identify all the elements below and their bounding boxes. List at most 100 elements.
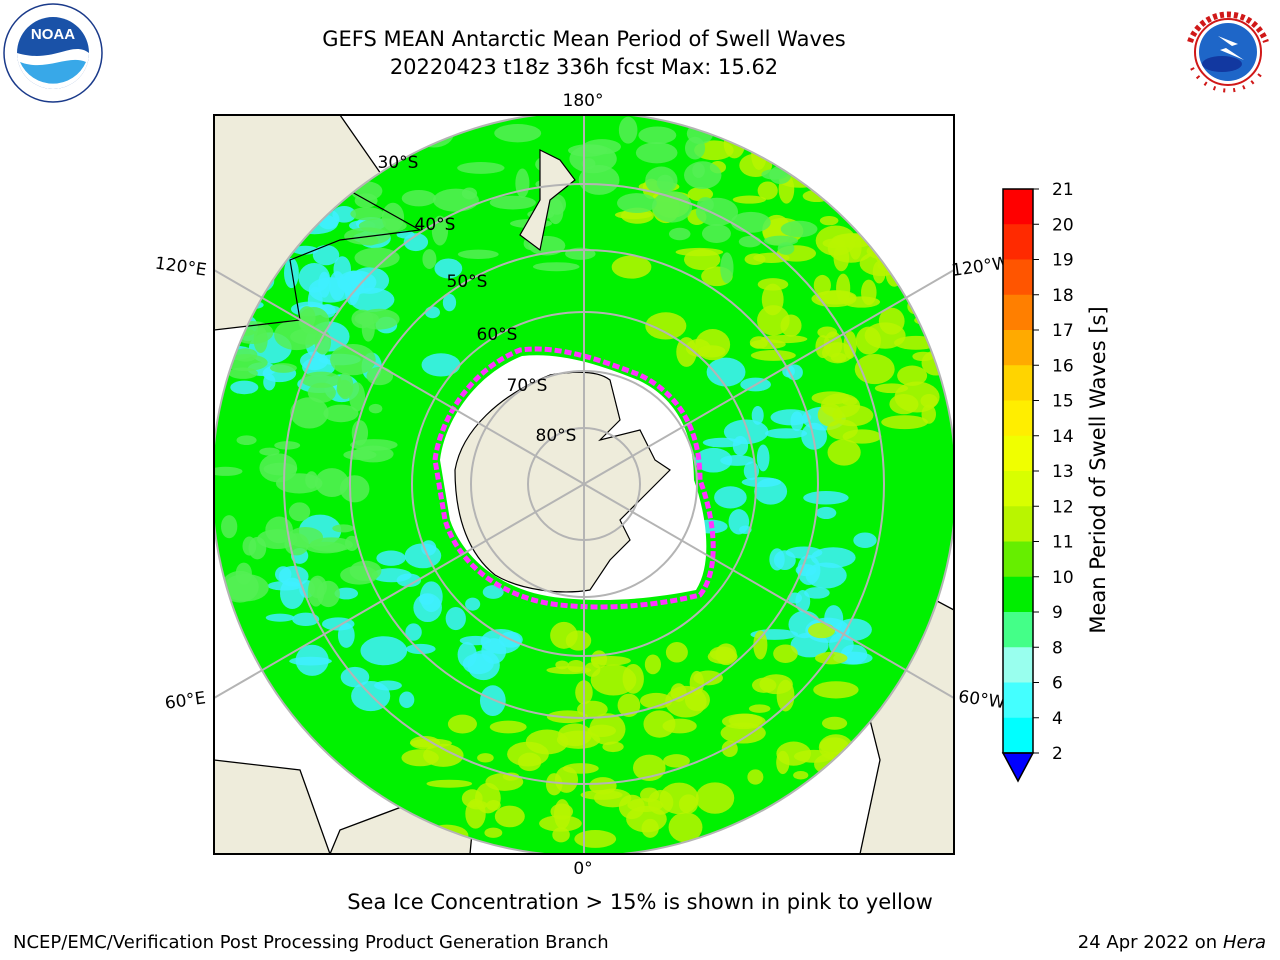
field-patch [376, 550, 406, 566]
field-patch [692, 162, 705, 178]
lon-label-120e: 120°E [154, 254, 208, 281]
colorbar-tick-label: 9 [1052, 603, 1063, 623]
field-patch [920, 393, 938, 408]
colorbar-extend-arrow [1001, 752, 1035, 783]
field-patch [434, 258, 463, 279]
colorbar-label: Mean Period of Swell Waves [s] [1086, 306, 1110, 633]
graticule [214, 115, 954, 854]
field-patch [546, 666, 592, 675]
field-patch [793, 770, 809, 780]
field-patch [350, 267, 390, 294]
field-patch [405, 643, 436, 655]
lon-label-0: 0° [573, 859, 592, 879]
field-patch [813, 681, 859, 699]
field-patch [457, 249, 499, 259]
field-patch [611, 255, 652, 279]
field-patch [614, 210, 653, 220]
field-patch [236, 435, 257, 446]
field-patch [780, 220, 818, 238]
field-patch [889, 393, 919, 415]
field-patch [780, 314, 802, 337]
field-patch [662, 718, 697, 734]
field-patch [732, 195, 767, 204]
field-patch [489, 195, 536, 210]
field-patch [552, 827, 570, 843]
field-patch [424, 306, 441, 319]
field-patch [222, 573, 269, 602]
map-frame [213, 114, 955, 855]
field-patch [897, 365, 928, 386]
colorbar-tick-label: 15 [1052, 392, 1074, 412]
field-patch [336, 379, 353, 398]
field-patch [668, 227, 691, 241]
field-patch [668, 812, 703, 843]
field-patch [315, 468, 349, 497]
field-patch [684, 136, 706, 160]
field-patch [574, 830, 617, 848]
field-patch [426, 779, 473, 788]
field-patch [265, 613, 295, 622]
colorbar-segment [1003, 259, 1033, 296]
field-patch [787, 592, 802, 604]
field-patch [728, 713, 763, 728]
field-patch [545, 773, 563, 796]
field-patch [756, 444, 770, 472]
field-patch [814, 651, 848, 665]
field-patch [790, 632, 829, 658]
field-patch [371, 568, 412, 583]
lat-label-60s: 60°S [477, 325, 518, 345]
colorbar-segment [1003, 576, 1033, 613]
field-patch [484, 827, 503, 838]
field-patch [676, 337, 697, 367]
field-patch [467, 800, 488, 810]
field-patch [589, 713, 626, 745]
field-patch [744, 253, 766, 265]
field-patch [569, 144, 617, 174]
lon-label-120w: 120°W [950, 253, 1010, 281]
field-patch [763, 235, 799, 246]
field-patch [351, 420, 369, 446]
field-patch [292, 612, 320, 627]
field-patch [695, 197, 739, 226]
field-patch [274, 319, 319, 351]
field-patch [753, 630, 768, 660]
field-patch [751, 406, 764, 425]
field-patch [494, 123, 542, 143]
colorbar-segment [1003, 506, 1033, 542]
colorbar-tick-label: 17 [1052, 321, 1074, 341]
colorbar-tick-label: 16 [1052, 356, 1074, 376]
noaa-logo-text: NOAA [31, 26, 75, 43]
field-patch [748, 704, 771, 713]
colorbar-tick-label: 20 [1052, 215, 1074, 235]
field-patch [720, 252, 734, 284]
field-patch [343, 449, 377, 460]
field-patch [413, 593, 442, 623]
field-patch [635, 142, 678, 164]
field-patch [479, 685, 506, 716]
colorbar-tick-label: 2 [1052, 744, 1063, 764]
credit-text: NCEP/EMC/Verification Post Processing Pr… [13, 932, 609, 953]
field-patch [773, 644, 798, 663]
colorbar-segment [1003, 365, 1033, 401]
field-patch [421, 353, 461, 377]
field-patch [457, 642, 477, 668]
field-patch [874, 383, 909, 394]
field-patch [810, 547, 856, 568]
field-patch [312, 244, 340, 266]
field-patch [684, 688, 710, 712]
field-patch [853, 532, 877, 548]
field-patch [539, 815, 582, 832]
field-patch [645, 312, 687, 340]
field-patch [465, 597, 481, 611]
field-patch [747, 769, 764, 785]
field-patch [770, 409, 812, 426]
field-patch [795, 564, 817, 577]
field-patch [565, 630, 592, 651]
field-patch [308, 277, 353, 303]
field-patch [307, 577, 325, 607]
field-patch [764, 428, 808, 439]
field-patch [442, 293, 457, 312]
field-patch [811, 391, 851, 405]
field-patch [301, 371, 342, 388]
